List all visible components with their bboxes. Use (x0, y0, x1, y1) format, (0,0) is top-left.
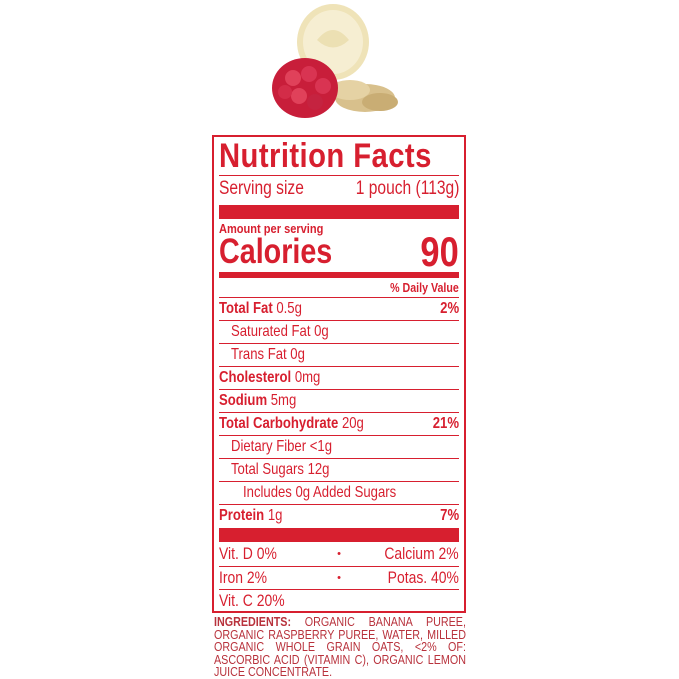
fruit-illustration (272, 4, 398, 118)
serving-size-value: 1 pouch (113g) (355, 178, 459, 199)
nutrient-amount: 20g (341, 415, 364, 432)
nutrient-amount: 0mg (294, 369, 321, 386)
nutrient-row: Dietary Fiber <1g (219, 435, 459, 459)
ingredients-text: ORGANIC BANANA PUREE, ORGANIC RASPBERRY … (214, 615, 466, 679)
nutrient-row: Total Fat 0.5g 2% (219, 297, 459, 321)
nutrient-row: Saturated Fat 0g (219, 320, 459, 344)
thick-divider (219, 205, 459, 219)
vitamin-right: Potas. 40% (387, 568, 459, 587)
vitamin-left: Vit. C 20% (219, 591, 285, 610)
nutrient-name: Saturated Fat 0g (231, 323, 329, 340)
nutrient-dv: 7% (440, 507, 459, 524)
nutrient-amount: 0.5g (276, 300, 302, 317)
nutrient-name: Protein (219, 507, 265, 524)
nutrient-row: Protein 1g 7% (219, 504, 459, 528)
serving-size-label: Serving size (219, 178, 304, 199)
raspberry-image (272, 58, 338, 118)
nutrient-row: Includes 0g Added Sugars (219, 481, 459, 505)
nutrient-row: Total Carbohydrate 20g 21% (219, 412, 459, 436)
vitamin-row: Vit. C 20% (219, 589, 459, 612)
nutrient-amount: 5mg (270, 392, 297, 409)
medium-divider (219, 272, 459, 278)
nutrient-name: Dietary Fiber <1g (231, 438, 333, 455)
ingredients-heading: INGREDIENTS: (214, 615, 292, 629)
nutrient-name: Includes 0g Added Sugars (243, 484, 397, 501)
nutrient-row: Trans Fat 0g (219, 343, 459, 367)
separator-dot: • (337, 572, 341, 584)
nutrient-name: Total Fat (219, 300, 273, 317)
thick-divider (219, 528, 459, 542)
vitamin-row: Vit. D 0% • Calcium 2% (219, 543, 459, 566)
nutrient-name: Trans Fat 0g (231, 346, 305, 363)
calories-value: 90 (420, 228, 459, 275)
nutrient-dv: 2% (440, 300, 459, 317)
vitamin-row: Iron 2% • Potas. 40% (219, 566, 459, 590)
nutrient-row: Sodium 5mg (219, 389, 459, 413)
nutrient-name: Total Carbohydrate (219, 415, 339, 432)
nutrition-facts-label: Nutrition Facts Serving size 1 pouch (11… (212, 135, 466, 613)
daily-value-header: % Daily Value (390, 280, 459, 295)
vitamin-left: Vit. D 0% (219, 544, 277, 563)
label-title: Nutrition Facts (219, 137, 432, 175)
nutrient-dv: 21% (432, 415, 459, 432)
calories-label: Calories (219, 232, 333, 271)
nutrient-name: Cholesterol (219, 369, 292, 386)
amount-per-serving: Amount per serving (219, 221, 324, 236)
nutrient-row: Cholesterol 0mg (219, 366, 459, 390)
nutrient-row: Total Sugars 12g (219, 458, 459, 482)
vitamin-left: Iron 2% (219, 568, 268, 587)
separator-dot: • (337, 548, 341, 560)
nutrient-name: Sodium (219, 392, 268, 409)
vitamin-right: Calcium 2% (384, 544, 459, 563)
ingredients-list: INGREDIENTS: ORGANIC BANANA PUREE, ORGAN… (214, 616, 466, 679)
oat-flakes-image (330, 80, 398, 112)
nutrient-amount: 1g (267, 507, 283, 524)
nutrient-name: Total Sugars 12g (231, 461, 330, 478)
